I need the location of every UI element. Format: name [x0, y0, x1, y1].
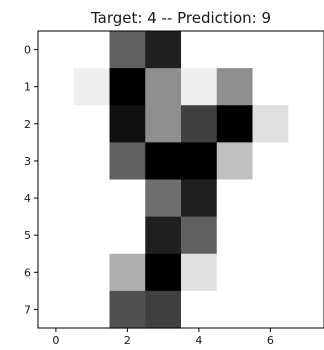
heatmap-cell-r1-c5: [216, 68, 254, 106]
heatmap-cell-r7-c1: [73, 290, 111, 329]
x-tick-label-6: 6: [267, 334, 274, 347]
heatmap-cell-r7-c6: [252, 290, 289, 329]
heatmap-cell-r2-c3: [145, 105, 182, 143]
y-tick-label-5: 5: [24, 229, 31, 242]
heatmap-cell-r0-c2: [109, 31, 146, 69]
heatmap-cell-r1-c6: [252, 68, 289, 106]
heatmap-cell-r1-c2: [109, 68, 146, 106]
y-tick-label-6: 6: [24, 266, 31, 279]
heatmap-cell-r0-c7: [288, 31, 324, 69]
heatmap-cell-r3-c3: [145, 142, 182, 181]
heatmap-cell-r2-c5: [216, 105, 254, 143]
heatmap-cell-r6-c0: [38, 253, 75, 292]
heatmap-cell-r4-c3: [145, 179, 182, 218]
heatmap-cell-r6-c7: [288, 253, 324, 292]
heatmap-cells: [38, 31, 324, 329]
heatmap-cell-r4-c7: [288, 179, 324, 218]
heatmap-cell-r2-c2: [109, 105, 146, 143]
heatmap-cell-r7-c4: [181, 290, 218, 329]
y-tick-label-3: 3: [24, 155, 31, 168]
heatmap-cell-r5-c1: [73, 216, 111, 255]
heatmap-cell-r2-c7: [288, 105, 324, 143]
chart-title: Target: 4 -- Prediction: 9: [90, 9, 271, 27]
heatmap-cell-r2-c0: [38, 105, 75, 143]
heatmap-cell-r6-c5: [216, 253, 254, 292]
heatmap-cell-r7-c0: [38, 290, 75, 329]
heatmap-cell-r4-c0: [38, 179, 75, 218]
heatmap-cell-r1-c3: [145, 68, 182, 106]
heatmap-cell-r1-c4: [181, 68, 218, 106]
y-tick-label-0: 0: [24, 44, 31, 57]
x-tick-label-2: 2: [124, 334, 131, 347]
heatmap-cell-r6-c3: [145, 253, 182, 292]
heatmap-cell-r0-c1: [73, 31, 111, 69]
heatmap-cell-r0-c6: [252, 31, 289, 69]
heatmap-cell-r4-c4: [181, 179, 218, 218]
heatmap-cell-r3-c0: [38, 142, 75, 181]
heatmap-cell-r3-c7: [288, 142, 324, 181]
heatmap-cell-r5-c2: [109, 216, 146, 255]
heatmap-cell-r5-c4: [181, 216, 218, 255]
heatmap-cell-r6-c1: [73, 253, 111, 292]
heatmap-cell-r6-c4: [181, 253, 218, 292]
heatmap-cell-r5-c5: [216, 216, 254, 255]
heatmap-cell-r7-c7: [288, 290, 324, 329]
heatmap-cell-r4-c1: [73, 179, 111, 218]
heatmap-cell-r5-c7: [288, 216, 324, 255]
heatmap-cell-r4-c6: [252, 179, 289, 218]
heatmap-cell-r0-c3: [145, 31, 182, 69]
heatmap-cell-r3-c1: [73, 142, 111, 181]
heatmap-cell-r3-c5: [216, 142, 254, 181]
heatmap-cell-r0-c5: [216, 31, 254, 69]
y-tick-label-2: 2: [24, 118, 31, 131]
heatmap-cell-r7-c2: [109, 290, 146, 329]
heatmap-cell-r3-c6: [252, 142, 289, 181]
heatmap-cell-r6-c2: [109, 253, 146, 292]
heatmap-cell-r1-c1: [73, 68, 111, 106]
heatmap-cell-r2-c6: [252, 105, 289, 143]
heatmap-cell-r1-c7: [288, 68, 324, 106]
heatmap-cell-r1-c0: [38, 68, 75, 106]
heatmap-cell-r7-c3: [145, 290, 182, 329]
y-tick-label-4: 4: [24, 192, 31, 205]
x-axis-ticks: 0 2 4 6: [52, 328, 274, 347]
y-tick-label-1: 1: [24, 81, 31, 94]
x-tick-label-4: 4: [195, 334, 202, 347]
heatmap-cell-r2-c1: [73, 105, 111, 143]
heatmap-cell-r4-c2: [109, 179, 146, 218]
heatmap-cell-r5-c3: [145, 216, 182, 255]
heatmap-cell-r0-c4: [181, 31, 218, 69]
heatmap-cell-r3-c2: [109, 142, 146, 181]
heatmap-cell-r5-c6: [252, 216, 289, 255]
heatmap-cell-r0-c0: [38, 31, 75, 69]
heatmap-cell-r5-c0: [38, 216, 75, 255]
heatmap-cell-r4-c5: [216, 179, 254, 218]
y-tick-label-7: 7: [24, 303, 31, 316]
plot-frame: [37, 30, 324, 329]
heatmap-cell-r7-c5: [216, 290, 254, 329]
y-axis-ticks: 0 1 2 3 4 5 6 7: [24, 44, 38, 316]
heatmap-cell-r2-c4: [181, 105, 218, 143]
heatmap-cell-r3-c4: [181, 142, 218, 181]
x-tick-label-0: 0: [52, 334, 59, 347]
heatmap-cell-r6-c6: [252, 253, 289, 292]
